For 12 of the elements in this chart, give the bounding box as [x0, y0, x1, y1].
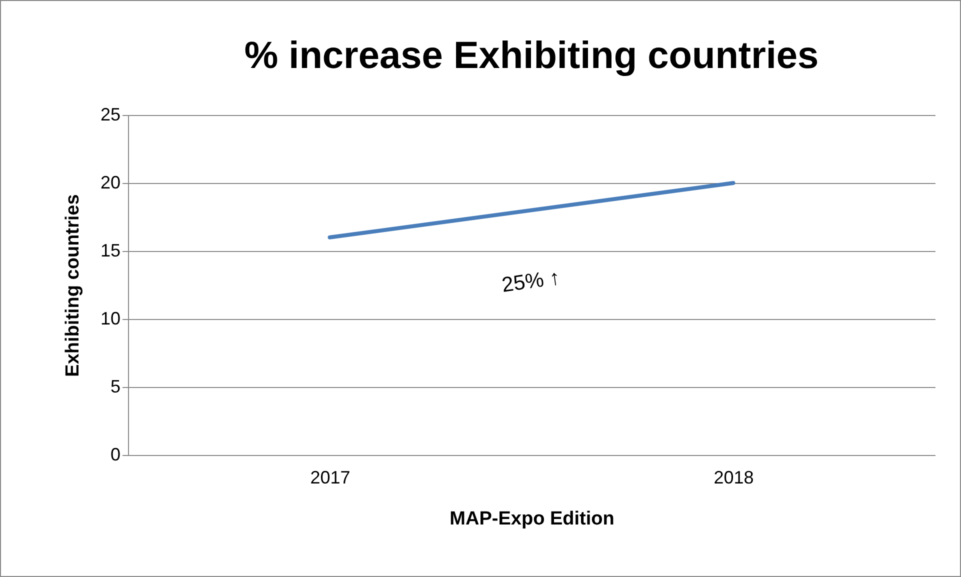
x-axis-title: MAP-Expo Edition — [450, 508, 614, 530]
x-tick-label: 2017 — [310, 468, 350, 488]
y-tick-label: 20 — [100, 172, 120, 192]
y-tick-label: 5 — [110, 376, 120, 396]
y-tick-label: 0 — [110, 444, 120, 464]
chart-title: % increase Exhibiting countries — [244, 35, 819, 77]
y-tick-label: 10 — [100, 308, 120, 328]
y-axis-title: Exhibiting countries — [62, 194, 84, 377]
y-tick-label: 25 — [100, 104, 120, 124]
y-tick-label: 15 — [100, 240, 120, 260]
annotation: 25% ↑ — [500, 266, 562, 297]
x-tick-label: 2018 — [714, 468, 754, 488]
